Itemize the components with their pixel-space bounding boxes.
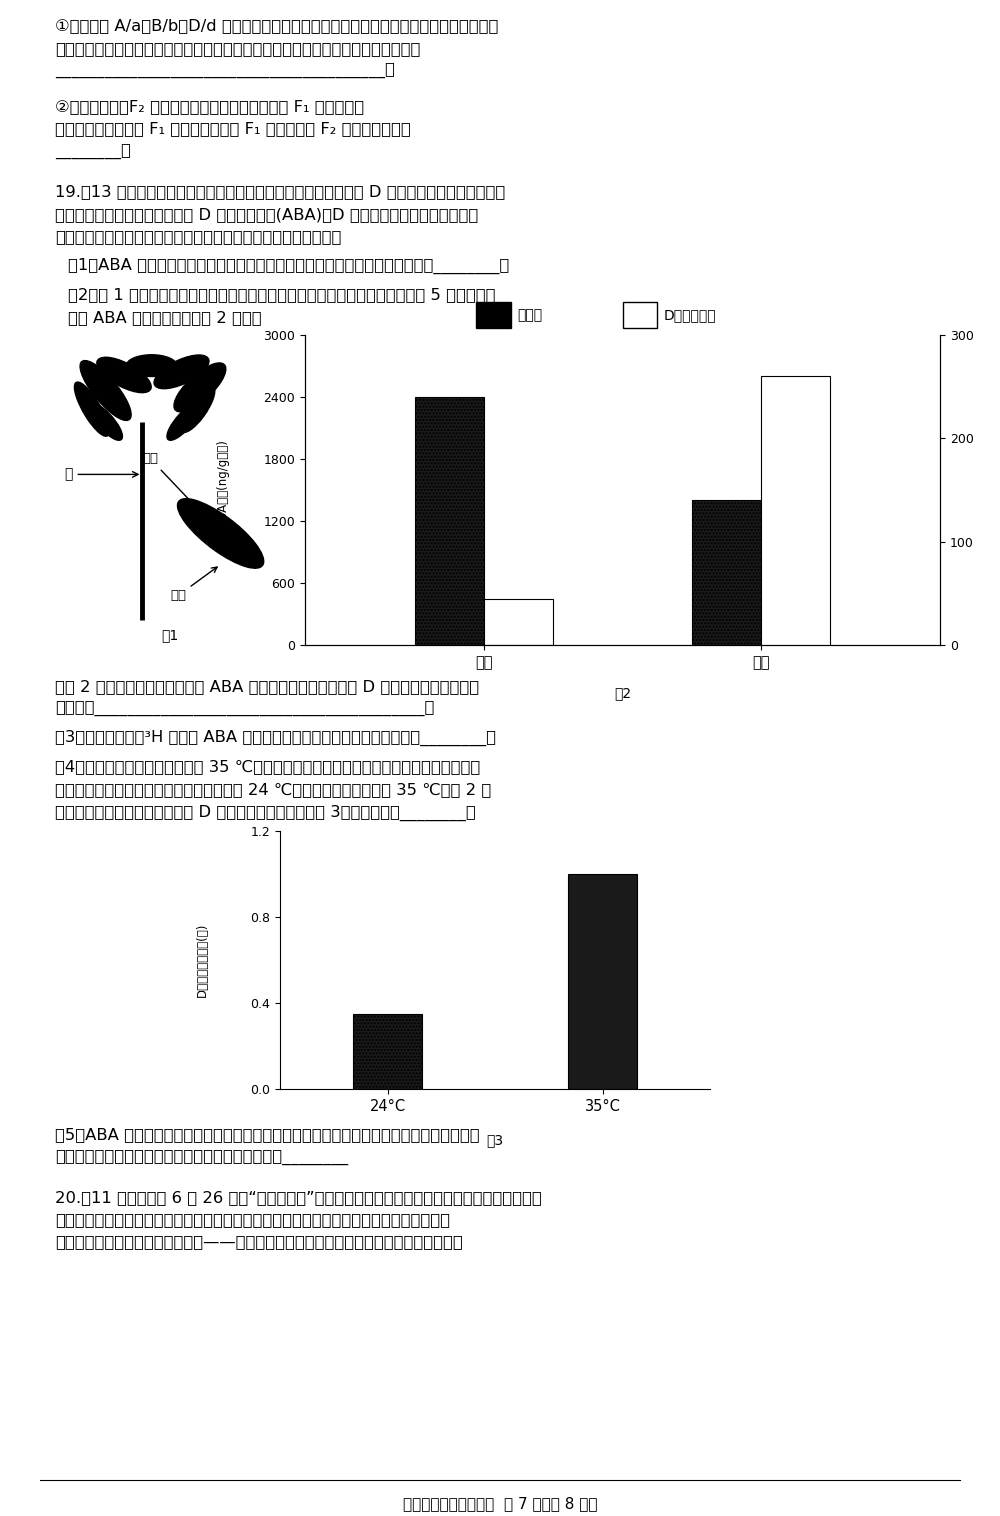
- Ellipse shape: [74, 382, 109, 437]
- Ellipse shape: [167, 403, 201, 440]
- Text: 些兴奋剂就是毒品，它们会对人体健康带来极大的危害。可卡因是一种兴奋剂，也是一种毒: 些兴奋剂就是毒品，它们会对人体健康带来极大的危害。可卡因是一种兴奋剂，也是一种毒: [55, 1213, 450, 1226]
- Text: 叶片: 叶片: [170, 567, 217, 602]
- Text: ①若依次用 A/a、B/b、D/d 表示甲、乙、丙三个品系染色体上与抗虫性状相关的基因，由杂: ①若依次用 A/a、B/b、D/d 表示甲、乙、丙三个品系染色体上与抗虫性状相关…: [55, 18, 498, 33]
- Text: 图3: 图3: [486, 1132, 504, 1146]
- Text: 生物学试题（长郡版）  第 7 页（共 8 页）: 生物学试题（长郡版） 第 7 页（共 8 页）: [403, 1496, 597, 1511]
- Text: 官中 ABA 的含量，结果如图 2 所示。: 官中 ABA 的含量，结果如图 2 所示。: [68, 309, 262, 324]
- Bar: [353, 1014, 422, 1088]
- Text: （5）ABA 可以激活颎果中淠粉合成关键基因的表达，从而促进水稻籽粒灸浆充实。综合上述: （5）ABA 可以激活颎果中淠粉合成关键基因的表达，从而促进水稻籽粒灸浆充实。综…: [55, 1126, 480, 1142]
- Text: 断依据是________________________________________。: 断依据是____________________________________…: [55, 700, 434, 717]
- Text: （1）ABA 是在植物一定部位合成，运输到特定器官，调节植物生命活动的微量________。: （1）ABA 是在植物一定部位合成，运输到特定器官，调节植物生命活动的微量___…: [68, 258, 509, 274]
- Text: 颎果: 颎果: [142, 452, 195, 505]
- Text: 交实验结果推断出甲、乙、丙三个品系中抗虫性状相关基因在染色体上的位置关系是: 交实验结果推断出甲、乙、丙三个品系中抗虫性状相关基因在染色体上的位置关系是: [55, 41, 420, 56]
- Ellipse shape: [80, 361, 131, 420]
- Text: 品，它会影响大脑中利用神经递质——多巴胺来传递愉悦感的神经元，进而引起人体多巴胺: 品，它会影响大脑中利用神经递质——多巴胺来传递愉悦感的神经元，进而引起人体多巴胺: [55, 1234, 463, 1249]
- Text: 19.（13 分）水稻籽粒灸浆是否充实影响其产量和品质。研究发现 D 基因在水稻叶片、茎和颎果: 19.（13 分）水稻籽粒灸浆是否充实影响其产量和品质。研究发现 D 基因在水稻…: [55, 185, 505, 199]
- Bar: [692, 500, 761, 646]
- Bar: [476, 302, 511, 327]
- Text: 有关。甲、乙杂交的 F₁ 与乙、丙杂交的 F₁ 杂交，所得 F₂ 的表型及比例为: 有关。甲、乙杂交的 F₁ 与乙、丙杂交的 F₁ 杂交，所得 F₂ 的表型及比例为: [55, 121, 411, 136]
- Ellipse shape: [97, 358, 151, 393]
- Text: 野生型: 野生型: [518, 308, 543, 321]
- Text: 图2: 图2: [614, 685, 631, 700]
- Ellipse shape: [154, 355, 209, 388]
- Text: 茎: 茎: [64, 467, 138, 482]
- Text: 据图 2 科研人员推测，颎果中的 ABA 主要是由叶片合成后通过 D 蛋白转运过来的，其判: 据图 2 科研人员推测，颎果中的 ABA 主要是由叶片合成后通过 D 蛋白转运过…: [55, 679, 479, 694]
- Text: 浆缺陷，导致种子饱满程度降低，科研人员对其机制进行了研究。: 浆缺陷，导致种子饱满程度降低，科研人员对其机制进行了研究。: [55, 229, 341, 244]
- Ellipse shape: [180, 387, 215, 432]
- Text: ②甲与丙杂交，F₂ 出现不抗虫植株，这最有可能与 F₁ 减数分裂中: ②甲与丙杂交，F₂ 出现不抗虫植株，这最有可能与 F₁ 减数分裂中: [55, 99, 364, 114]
- Bar: [622, 302, 657, 327]
- Ellipse shape: [177, 499, 264, 568]
- Text: （2）图 1 为水稻植株的器官示意图，科研人员检测了野生型和突变体水稻授粉 5 天后不同器: （2）图 1 为水稻植株的器官示意图，科研人员检测了野生型和突变体水稻授粉 5 …: [68, 288, 496, 302]
- Text: 差距更为显著。为探究其原因，科研人员将 24 ℃生长的野生型水稻转入 35 ℃培养 2 小: 差距更为显著。为探究其原因，科研人员将 24 ℃生长的野生型水稻转入 35 ℃培…: [55, 782, 491, 797]
- Text: 颎果ABA含量(ng/g鲜重): 颎果ABA含量(ng/g鲜重): [216, 440, 229, 541]
- Ellipse shape: [174, 362, 226, 412]
- Text: 20.（11 分）每年的 6 月 26 日是“国际禁毒日”，今年的主题是：防范新型毒品对青少年的危害。有: 20.（11 分）每年的 6 月 26 日是“国际禁毒日”，今年的主题是：防范新…: [55, 1190, 542, 1205]
- Text: （3）科研人员利用³H 标记的 ABA 验证了上述推测，请写出实验设计思路：________。: （3）科研人员利用³H 标记的 ABA 验证了上述推测，请写出实验设计思路：__…: [55, 731, 496, 746]
- Ellipse shape: [126, 355, 177, 376]
- Ellipse shape: [89, 403, 122, 440]
- Bar: [761, 376, 830, 646]
- Text: ________。: ________。: [55, 144, 131, 159]
- Text: 图1: 图1: [161, 628, 179, 643]
- Bar: [484, 599, 553, 646]
- Text: D基因相对转录量(倍): D基因相对转录量(倍): [196, 923, 209, 998]
- Bar: [415, 397, 484, 646]
- Bar: [568, 875, 637, 1088]
- Text: ________________________________________。: ________________________________________…: [55, 64, 395, 79]
- Text: 信息，解释高温下野生型水稻确保正常灸浆的机制：________: 信息，解释高温下野生型水稻确保正常灸浆的机制：________: [55, 1149, 348, 1164]
- Text: 时，分别检测不同温度下颎果中 D 基因的转录量，结果如图 3。据图推测：________。: 时，分别检测不同温度下颎果中 D 基因的转录量，结果如图 3。据图推测：____…: [55, 805, 476, 820]
- Text: D基因突变体: D基因突变体: [664, 308, 716, 321]
- Text: 中都有表达，其编码的转运蛋白 D 可运输脱落酸(ABA)。D 基因功能丧失的突变体籽粒灸: 中都有表达，其编码的转运蛋白 D 可运输脱落酸(ABA)。D 基因功能丧失的突变…: [55, 206, 478, 221]
- Text: （4）水稻灸浆结实的最高温度为 35 ℃。进一步研究发现高温下突变体灸浆缺陷较野生型的: （4）水稻灸浆结实的最高温度为 35 ℃。进一步研究发现高温下突变体灸浆缺陷较野…: [55, 760, 480, 775]
